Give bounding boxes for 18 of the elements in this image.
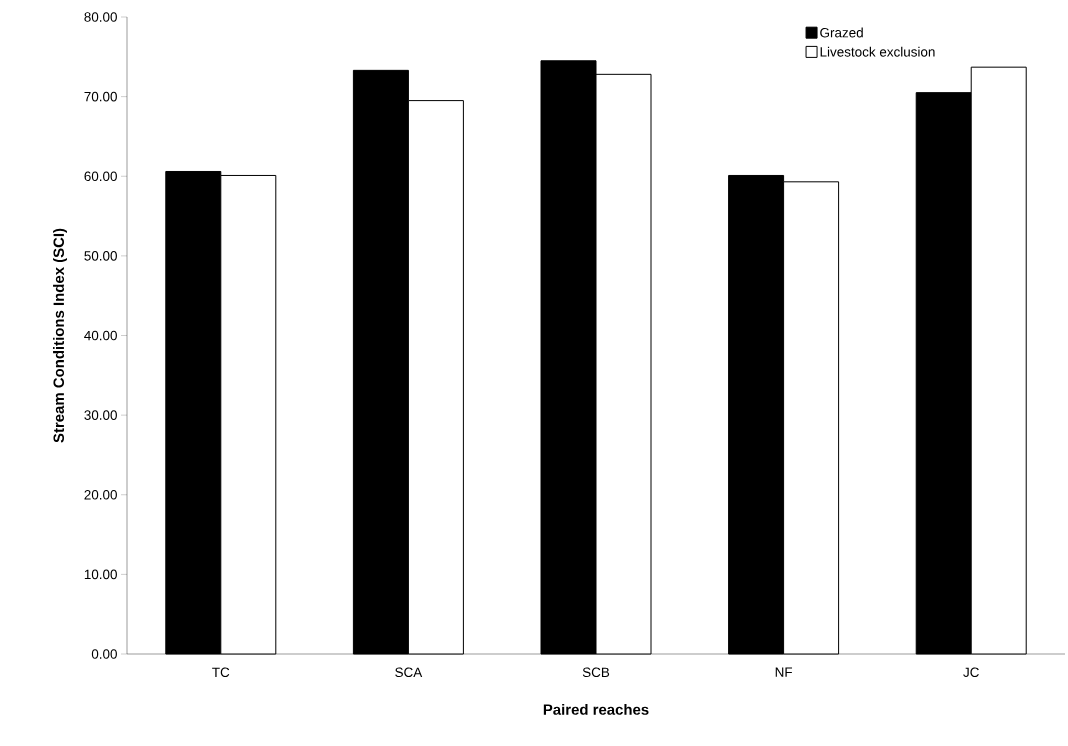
y-tick-label: 70.00 bbox=[84, 91, 117, 102]
x-tick-label: SCA bbox=[395, 667, 423, 678]
y-tick-label: 40.00 bbox=[84, 330, 117, 341]
y-tick-label: 30.00 bbox=[84, 410, 117, 420]
y-tick-label: 0.00 bbox=[91, 649, 117, 659]
x-tick-label: SCB bbox=[582, 667, 610, 678]
y-tick-label: 50.00 bbox=[84, 251, 117, 261]
x-axis-title: Paired reaches bbox=[543, 703, 649, 715]
y-axis-title: Stream Conditions Index (SCI) bbox=[53, 228, 67, 443]
y-tick-label: 80.00 bbox=[84, 12, 117, 22]
x-tick-label: JC bbox=[963, 667, 979, 678]
legend-label: Livestock exclusion bbox=[820, 46, 935, 57]
legend-label: Grazed bbox=[820, 27, 863, 38]
y-tick-label: 20.00 bbox=[84, 489, 117, 500]
y-tick-label: 60.00 bbox=[84, 171, 117, 182]
y-tick-label: 10.00 bbox=[84, 569, 117, 580]
x-tick-label: TC bbox=[212, 667, 230, 678]
x-tick-label: NF bbox=[775, 667, 793, 677]
